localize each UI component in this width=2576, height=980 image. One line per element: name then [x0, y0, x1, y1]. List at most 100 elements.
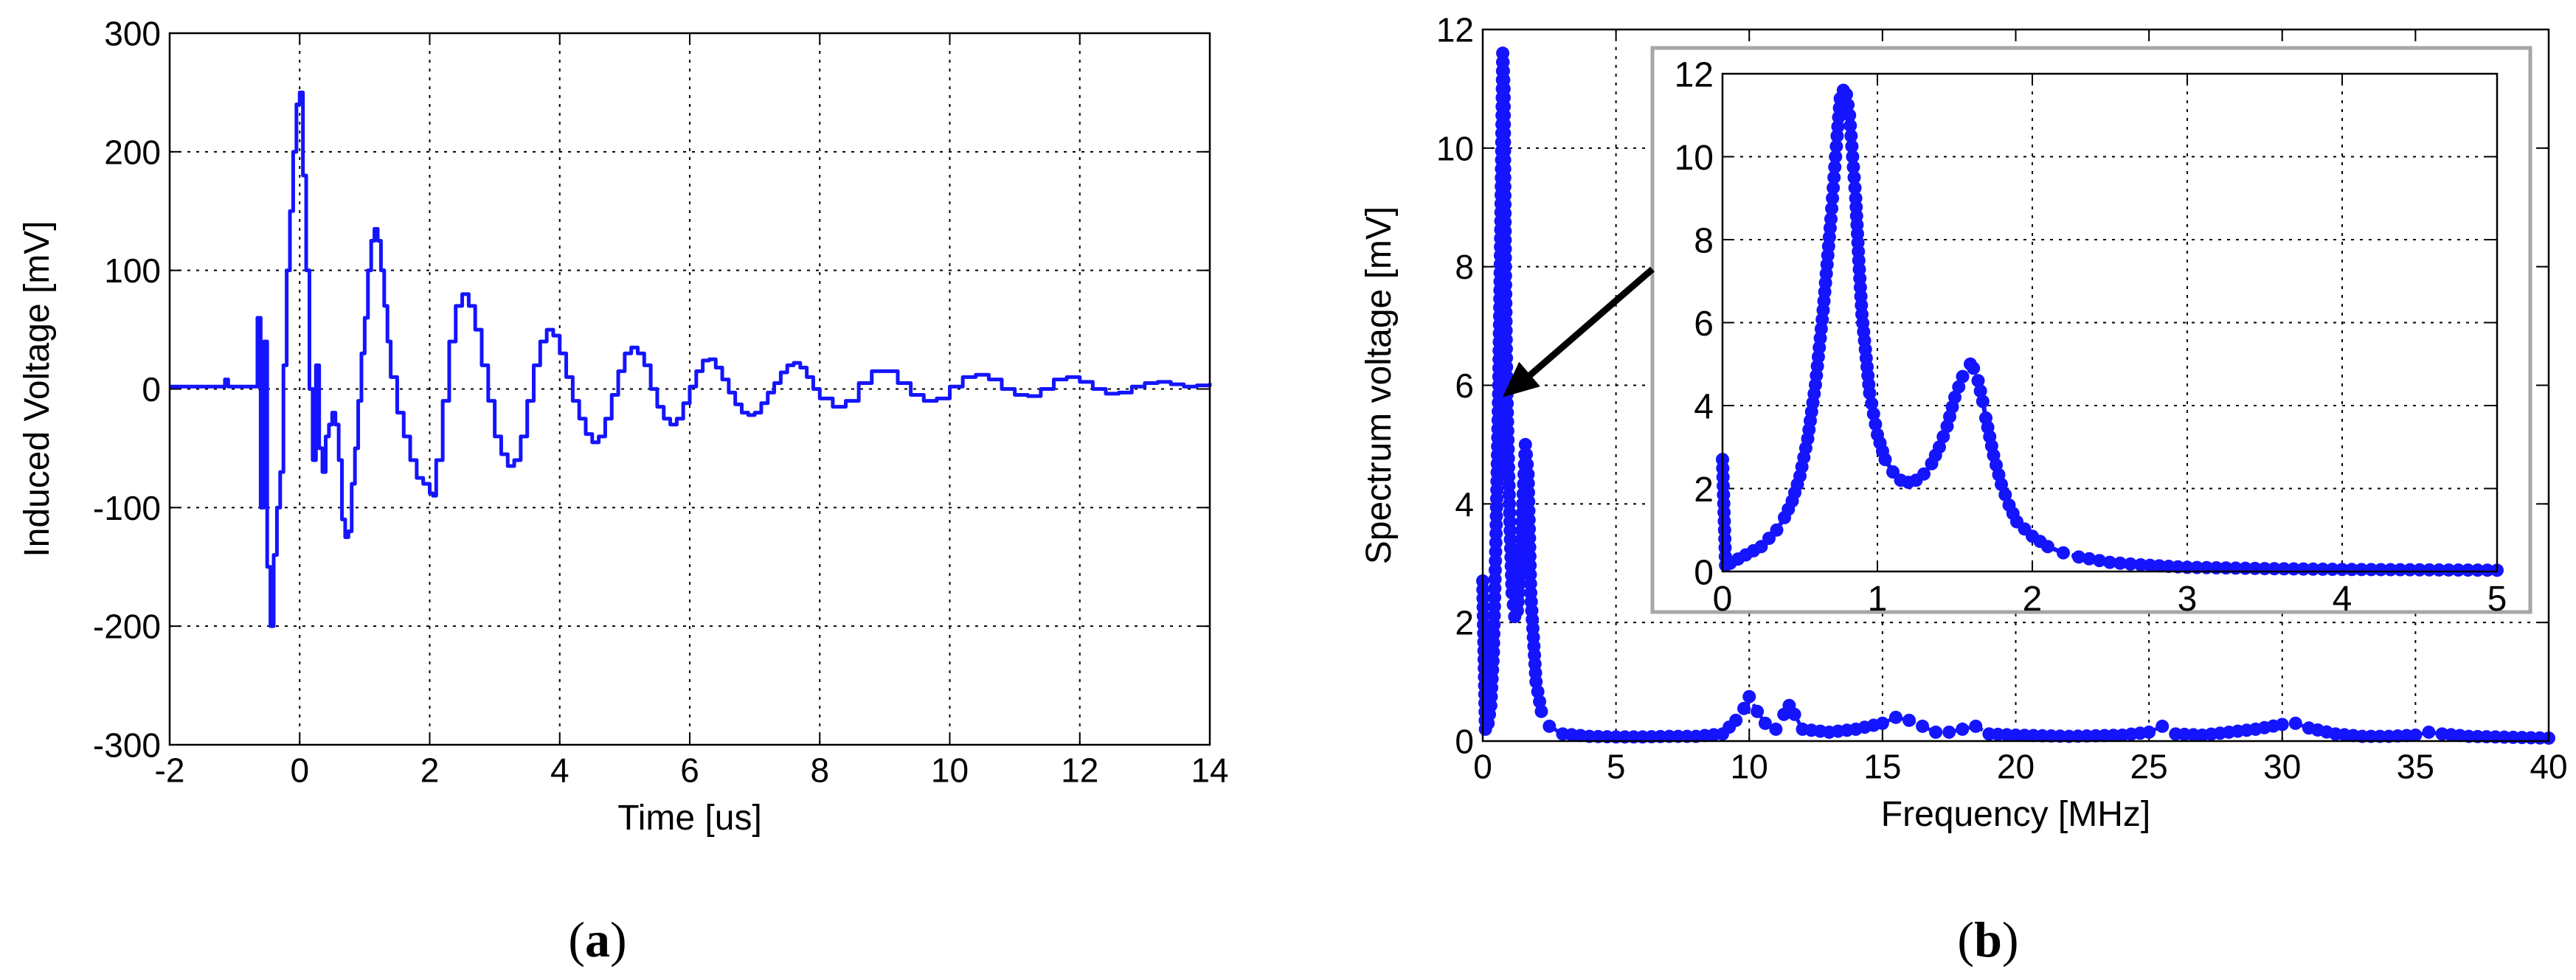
chart-a-axes: -2 0 2 4 6 8 10 12 14 -300 -200 -100 0 100 200 300 [93, 15, 1229, 790]
chart-b-point [2156, 719, 2170, 733]
inset-point [2124, 557, 2137, 571]
chart-a-xtick-label: 10 [931, 751, 969, 790]
inset-point [1843, 119, 1857, 133]
chart-a-ytick-label: 0 [142, 370, 161, 409]
inset-grid [1722, 74, 2497, 571]
inset-point [2423, 563, 2437, 577]
inset-point [1936, 430, 1950, 444]
inset-point [2393, 563, 2407, 577]
chart-b-ytick-label: 2 [1455, 604, 1474, 642]
inset-point [2480, 563, 2494, 577]
inset-point [2306, 562, 2320, 576]
chart-b-point [1737, 701, 1751, 715]
inset-point [2471, 563, 2485, 577]
inset-point [1848, 181, 1862, 195]
chart-b-point [1942, 725, 1956, 739]
inset-xtick-label: 0 [1713, 580, 1733, 619]
chart-b-ytick-label: 4 [1455, 485, 1474, 524]
chart-b-point [1929, 725, 1943, 739]
inset-ytick-label: 2 [1694, 470, 1714, 510]
inset-point [1846, 150, 1860, 164]
inset-point [1844, 129, 1858, 143]
chart-b-xtick-label: 35 [2397, 748, 2434, 786]
inset-point [1845, 139, 1859, 153]
chart-b-ytick-label: 12 [1436, 11, 1474, 49]
chart-a-xlabel: Time [us] [617, 799, 762, 838]
inset-point [2374, 563, 2388, 577]
caption-b-letter: b [1974, 911, 2002, 967]
chart-a-series-line [170, 90, 1212, 628]
inset-point [1843, 108, 1857, 122]
chart-b-point [1956, 722, 1970, 736]
inset-point [2461, 563, 2475, 577]
inset-point [2345, 563, 2359, 577]
inset-point [2325, 563, 2339, 577]
inset-xtick-label: 5 [2487, 580, 2507, 619]
inset-point [1863, 386, 1877, 400]
inset-point [2316, 562, 2330, 576]
chart-b-ytick-label: 10 [1436, 129, 1474, 167]
inset-point [2113, 556, 2127, 570]
caption-b: (b) [1957, 911, 2019, 967]
inset-point [2072, 550, 2085, 564]
chart-b-point [1902, 713, 1916, 727]
inset-point [1995, 477, 2008, 491]
chart-b-point [1529, 675, 1543, 689]
chart-b-point [1729, 713, 1743, 727]
inset-point [1866, 407, 1880, 421]
inset-point [2442, 563, 2456, 577]
chart-b-point [2275, 717, 2289, 731]
caption-a: (a) [568, 911, 627, 967]
inset-ytick-label: 4 [1694, 387, 1714, 426]
inset-point [1917, 467, 1931, 481]
chart-b-point [1531, 684, 1545, 698]
inset-point [1956, 369, 1970, 383]
chart-b-xtick-label: 20 [1997, 748, 2035, 786]
inset-point [1840, 88, 1853, 102]
chart-b-point [1916, 719, 1930, 733]
chart-a-xtick-label: 2 [420, 751, 440, 790]
chart-a-xtick-label: 8 [810, 751, 829, 790]
chart-a-xtick-label: 0 [290, 751, 309, 790]
inset-point [1829, 139, 1843, 153]
inset-frame [1721, 72, 2499, 573]
chart-a-ytick-label: -300 [93, 726, 161, 765]
chart-a-ytick-label: 200 [104, 133, 161, 171]
chart-b-point [2422, 725, 2436, 739]
chart-b-point [1534, 704, 1548, 718]
inset-point [1967, 361, 1981, 375]
inset-point [1933, 440, 1946, 454]
inset-ytick-label: 12 [1675, 55, 1714, 94]
arrow-head [1503, 361, 1540, 397]
chart-b-xtick-label: 25 [2130, 748, 2168, 786]
chart-b-point [1520, 457, 1534, 471]
chart-b-ylabel: Spectrum voltage [mV] [1360, 206, 1399, 565]
inset-point [1998, 487, 2012, 501]
inset-xtick-label: 3 [2178, 580, 2198, 619]
chart-b-xtick-label: 10 [1731, 748, 1768, 786]
chart-b-point [1520, 448, 1534, 462]
inset-xtick-label: 4 [2333, 580, 2352, 619]
inset-xtick-label: 2 [2023, 580, 2043, 619]
chart-a-ytick-label: -200 [93, 608, 161, 646]
chart-a-ytick-label: 100 [104, 251, 161, 290]
chart-b-xtick-label: 15 [1863, 748, 1901, 786]
inset-point [1952, 380, 1966, 394]
chart-a-xtick-label: 14 [1191, 751, 1228, 790]
inset-point [1886, 465, 1900, 479]
chart-b-point [1769, 722, 1783, 736]
chart-b-point [2288, 716, 2302, 730]
inset-point [1846, 160, 1860, 174]
inset-point [2355, 563, 2369, 577]
inset-point [1827, 181, 1841, 195]
inset-point [2336, 563, 2349, 577]
chart-a-frame [168, 32, 1211, 746]
chart-a-ytick-label: -100 [93, 489, 161, 527]
inset-point [2041, 540, 2054, 554]
chart-b-xlabel: Frequency [MHz] [1881, 795, 2150, 834]
chart-b-point [1758, 716, 1772, 730]
inset-point [2057, 546, 2070, 560]
inset-point [1973, 384, 1987, 398]
chart-b-point [1518, 437, 1532, 451]
